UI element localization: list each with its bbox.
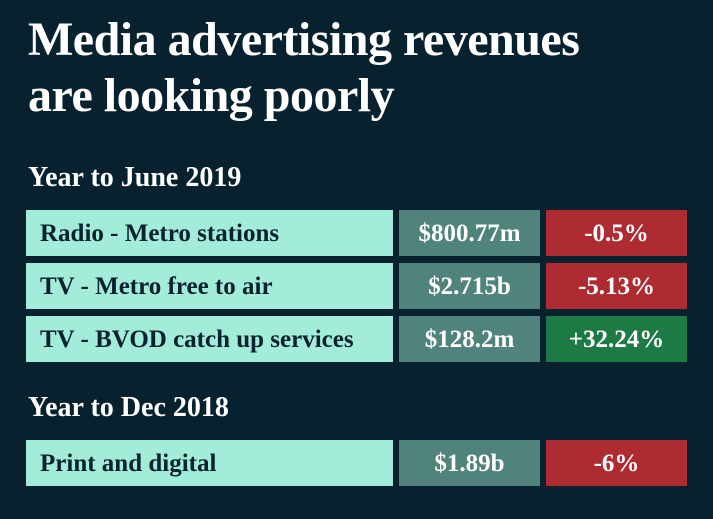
category-cell: Print and digital xyxy=(26,440,393,486)
change-cell: -0.5% xyxy=(546,210,687,256)
category-cell: Radio - Metro stations xyxy=(26,210,393,256)
title-line-2: are looking poorly xyxy=(28,69,395,122)
category-cell: TV - Metro free to air xyxy=(26,263,393,309)
change-cell: -5.13% xyxy=(546,263,687,309)
title-line-1: Media advertising revenues xyxy=(28,13,580,66)
revenue-cell: $800.77m xyxy=(399,210,540,256)
revenue-cell: $1.89b xyxy=(399,440,540,486)
section-year-to-dec-2018: Year to Dec 2018 Print and digital $1.89… xyxy=(26,394,688,486)
revenue-cell: $128.2m xyxy=(399,316,540,362)
page-title: Media advertising revenues are looking p… xyxy=(28,12,688,124)
table-row: Radio - Metro stations $800.77m -0.5% xyxy=(26,210,688,256)
change-cell: -6% xyxy=(546,440,687,486)
table-row: TV - BVOD catch up services $128.2m +32.… xyxy=(26,316,688,362)
section-heading: Year to Dec 2018 xyxy=(28,392,229,423)
section-year-to-june-2019: Year to June 2019 Radio - Metro stations… xyxy=(26,164,688,362)
change-cell: +32.24% xyxy=(546,316,687,362)
table-row: Print and digital $1.89b -6% xyxy=(26,440,688,486)
table-row: TV - Metro free to air $2.715b -5.13% xyxy=(26,263,688,309)
category-cell: TV - BVOD catch up services xyxy=(26,316,393,362)
section-heading: Year to June 2019 xyxy=(28,162,242,193)
revenue-cell: $2.715b xyxy=(399,263,540,309)
data-table: Print and digital $1.89b -6% xyxy=(26,440,688,486)
data-table: Radio - Metro stations $800.77m -0.5% TV… xyxy=(26,210,688,362)
